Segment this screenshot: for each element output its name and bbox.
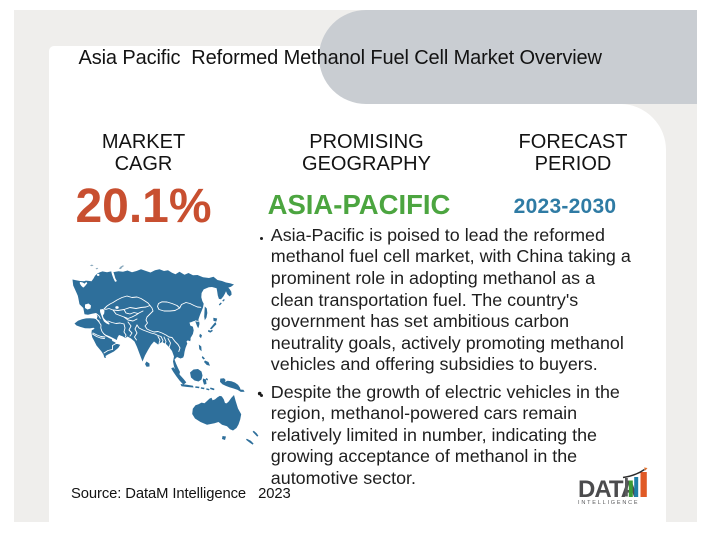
- svg-text:INTELLIGENCE: INTELLIGENCE: [578, 500, 639, 506]
- svg-text:DATA: DATA: [578, 476, 638, 503]
